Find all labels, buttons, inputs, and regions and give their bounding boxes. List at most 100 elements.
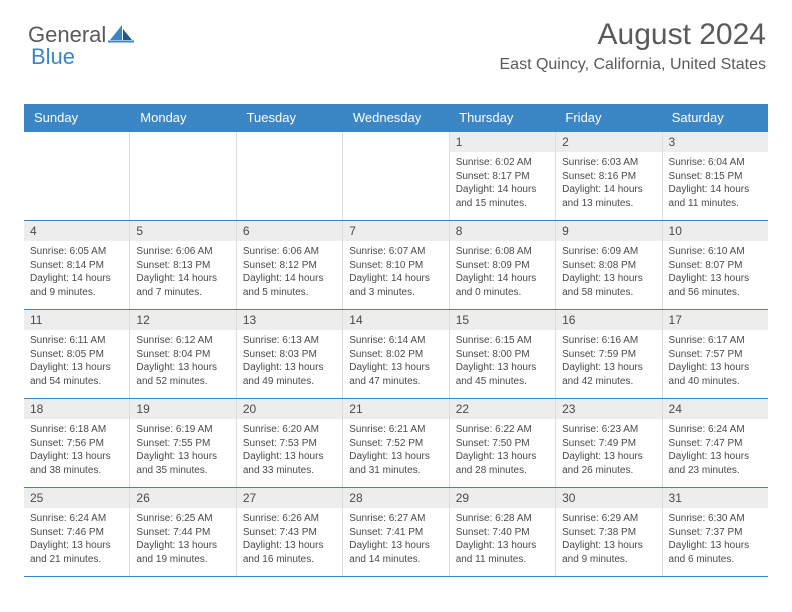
day-number: 21 <box>343 399 448 419</box>
sunrise-text: Sunrise: 6:24 AM <box>669 423 762 437</box>
day-cell: 24Sunrise: 6:24 AMSunset: 7:47 PMDayligh… <box>663 399 768 487</box>
day-number: 22 <box>450 399 555 419</box>
dow-thursday: Thursday <box>449 104 555 131</box>
sunset-text: Sunset: 7:44 PM <box>136 526 229 540</box>
dow-wednesday: Wednesday <box>343 104 449 131</box>
day-body: Sunrise: 6:24 AMSunset: 7:46 PMDaylight:… <box>24 508 129 572</box>
day-cell: 31Sunrise: 6:30 AMSunset: 7:37 PMDayligh… <box>663 488 768 576</box>
sunrise-text: Sunrise: 6:20 AM <box>243 423 336 437</box>
day-cell: 7Sunrise: 6:07 AMSunset: 8:10 PMDaylight… <box>343 221 449 309</box>
day-body: Sunrise: 6:06 AMSunset: 8:13 PMDaylight:… <box>130 241 235 305</box>
day-body: Sunrise: 6:09 AMSunset: 8:08 PMDaylight:… <box>556 241 661 305</box>
sunrise-text: Sunrise: 6:12 AM <box>136 334 229 348</box>
day-cell: 3Sunrise: 6:04 AMSunset: 8:15 PMDaylight… <box>663 132 768 220</box>
sunset-text: Sunset: 7:49 PM <box>562 437 655 451</box>
day-number: 6 <box>237 221 342 241</box>
day-cell: 13Sunrise: 6:13 AMSunset: 8:03 PMDayligh… <box>237 310 343 398</box>
day-cell: 5Sunrise: 6:06 AMSunset: 8:13 PMDaylight… <box>130 221 236 309</box>
day-number: 29 <box>450 488 555 508</box>
daylight-text: Daylight: 14 hours and 5 minutes. <box>243 272 336 299</box>
sunset-text: Sunset: 8:17 PM <box>456 170 549 184</box>
daylight-text: Daylight: 13 hours and 6 minutes. <box>669 539 762 566</box>
sunrise-text: Sunrise: 6:06 AM <box>243 245 336 259</box>
day-number: 1 <box>450 132 555 152</box>
daylight-text: Daylight: 13 hours and 28 minutes. <box>456 450 549 477</box>
day-cell: 12Sunrise: 6:12 AMSunset: 8:04 PMDayligh… <box>130 310 236 398</box>
day-cell: 2Sunrise: 6:03 AMSunset: 8:16 PMDaylight… <box>556 132 662 220</box>
day-number: 30 <box>556 488 661 508</box>
day-body: Sunrise: 6:16 AMSunset: 7:59 PMDaylight:… <box>556 330 661 394</box>
day-cell: 19Sunrise: 6:19 AMSunset: 7:55 PMDayligh… <box>130 399 236 487</box>
day-cell: 26 Sunrise: 6:25 AMSunset: 7:44 PMDayligh… <box>130 488 236 576</box>
daylight-text: Daylight: 13 hours and 56 minutes. <box>669 272 762 299</box>
dow-tuesday: Tuesday <box>237 104 343 131</box>
day-number: 18 <box>24 399 129 419</box>
day-cell: 20Sunrise: 6:20 AMSunset: 7:53 PMDayligh… <box>237 399 343 487</box>
day-cell: 17Sunrise: 6:17 AMSunset: 7:57 PMDayligh… <box>663 310 768 398</box>
sunrise-text: Sunrise: 6:24 AM <box>30 512 123 526</box>
day-body: Sunrise: 6:18 AMSunset: 7:56 PMDaylight:… <box>24 419 129 483</box>
day-body: Sunrise: 6:03 AMSunset: 8:16 PMDaylight:… <box>556 152 661 216</box>
day-body: Sunrise: 6:30 AMSunset: 7:37 PMDaylight:… <box>663 508 768 572</box>
week-row: 1Sunrise: 6:02 AMSunset: 8:17 PMDaylight… <box>24 131 768 220</box>
day-cell <box>343 132 449 220</box>
daylight-text: Daylight: 13 hours and 33 minutes. <box>243 450 336 477</box>
day-body: Sunrise: 6:28 AMSunset: 7:40 PMDaylight:… <box>450 508 555 572</box>
day-body: Sunrise: 6:11 AMSunset: 8:05 PMDaylight:… <box>24 330 129 394</box>
daylight-text: Daylight: 13 hours and 54 minutes. <box>30 361 123 388</box>
sunset-text: Sunset: 8:03 PM <box>243 348 336 362</box>
sunset-text: Sunset: 8:14 PM <box>30 259 123 273</box>
day-body: Sunrise: 6:15 AMSunset: 8:00 PMDaylight:… <box>450 330 555 394</box>
daylight-text: Daylight: 14 hours and 0 minutes. <box>456 272 549 299</box>
sunset-text: Sunset: 7:47 PM <box>669 437 762 451</box>
day-body: Sunrise: 6:07 AMSunset: 8:10 PMDaylight:… <box>343 241 448 305</box>
day-cell: 22Sunrise: 6:22 AMSunset: 7:50 PMDayligh… <box>450 399 556 487</box>
sunset-text: Sunset: 7:53 PM <box>243 437 336 451</box>
day-of-week-header: Sunday Monday Tuesday Wednesday Thursday… <box>24 104 768 131</box>
day-number: 10 <box>663 221 768 241</box>
day-cell: 29Sunrise: 6:28 AMSunset: 7:40 PMDayligh… <box>450 488 556 576</box>
sunset-text: Sunset: 8:10 PM <box>349 259 442 273</box>
sunset-text: Sunset: 8:13 PM <box>136 259 229 273</box>
sunset-text: Sunset: 7:37 PM <box>669 526 762 540</box>
brand-sail-icon <box>108 23 134 48</box>
dow-sunday: Sunday <box>24 104 130 131</box>
sunset-text: Sunset: 7:40 PM <box>456 526 549 540</box>
daylight-text: Daylight: 13 hours and 14 minutes. <box>349 539 442 566</box>
sunrise-text: Sunrise: 6:05 AM <box>30 245 123 259</box>
daylight-text: Daylight: 13 hours and 52 minutes. <box>136 361 229 388</box>
day-cell <box>24 132 130 220</box>
day-cell: 1Sunrise: 6:02 AMSunset: 8:17 PMDaylight… <box>450 132 556 220</box>
day-number: 9 <box>556 221 661 241</box>
day-body: Sunrise: 6:05 AMSunset: 8:14 PMDaylight:… <box>24 241 129 305</box>
day-cell: 28Sunrise: 6:27 AMSunset: 7:41 PMDayligh… <box>343 488 449 576</box>
sunset-text: Sunset: 8:05 PM <box>30 348 123 362</box>
day-body: Sunrise: 6:20 AMSunset: 7:53 PMDaylight:… <box>237 419 342 483</box>
sunrise-text: Sunrise: 6:10 AM <box>669 245 762 259</box>
sunset-text: Sunset: 7:46 PM <box>30 526 123 540</box>
sunrise-text: Sunrise: 6:11 AM <box>30 334 123 348</box>
sunrise-text: Sunrise: 6:25 AM <box>136 512 229 526</box>
sunset-text: Sunset: 7:41 PM <box>349 526 442 540</box>
day-cell: 14Sunrise: 6:14 AMSunset: 8:02 PMDayligh… <box>343 310 449 398</box>
day-body: Sunrise: 6:29 AMSunset: 7:38 PMDaylight:… <box>556 508 661 572</box>
day-number: 19 <box>130 399 235 419</box>
sunrise-text: Sunrise: 6:15 AM <box>456 334 549 348</box>
daylight-text: Daylight: 13 hours and 23 minutes. <box>669 450 762 477</box>
sunrise-text: Sunrise: 6:26 AM <box>243 512 336 526</box>
day-body: Sunrise: 6:10 AMSunset: 8:07 PMDaylight:… <box>663 241 768 305</box>
day-number: 27 <box>237 488 342 508</box>
day-cell: 4Sunrise: 6:05 AMSunset: 8:14 PMDaylight… <box>24 221 130 309</box>
day-number: 26 <box>130 488 235 508</box>
day-body: Sunrise: 6:22 AMSunset: 7:50 PMDaylight:… <box>450 419 555 483</box>
day-body: Sunrise: 6:04 AMSunset: 8:15 PMDaylight:… <box>663 152 768 216</box>
daylight-text: Daylight: 13 hours and 19 minutes. <box>136 539 229 566</box>
sunset-text: Sunset: 8:09 PM <box>456 259 549 273</box>
sunset-text: Sunset: 8:16 PM <box>562 170 655 184</box>
day-number: 14 <box>343 310 448 330</box>
sunrise-text: Sunrise: 6:13 AM <box>243 334 336 348</box>
sunset-text: Sunset: 7:52 PM <box>349 437 442 451</box>
location-text: East Quincy, California, United States <box>500 56 767 74</box>
sunrise-text: Sunrise: 6:08 AM <box>456 245 549 259</box>
day-body: Sunrise: 6:06 AMSunset: 8:12 PMDaylight:… <box>237 241 342 305</box>
